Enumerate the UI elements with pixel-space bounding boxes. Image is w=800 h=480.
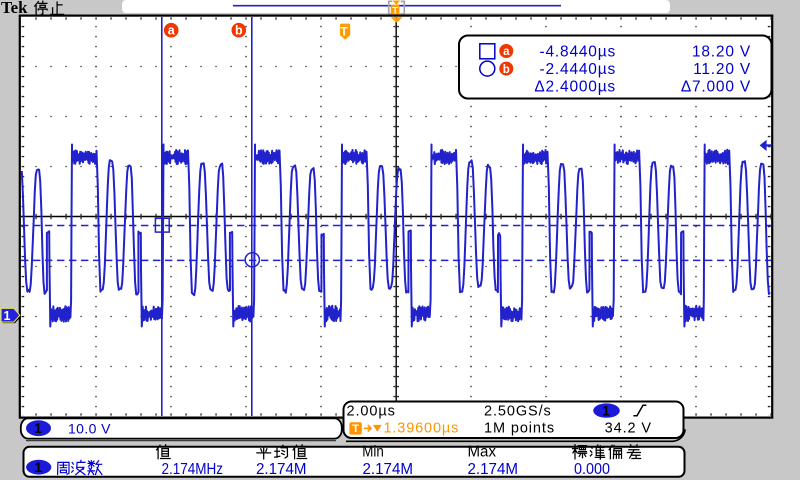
svg-text:1.39600µs: 1.39600µs bbox=[384, 421, 460, 437]
svg-text:2.174MHz: 2.174MHz bbox=[162, 461, 224, 478]
svg-text:11.20 V: 11.20 V bbox=[693, 61, 751, 78]
svg-text:b: b bbox=[235, 24, 243, 38]
svg-text:2.174M: 2.174M bbox=[468, 461, 519, 478]
svg-text:a: a bbox=[503, 46, 510, 58]
svg-text:34.2 V: 34.2 V bbox=[605, 421, 652, 437]
svg-text:1: 1 bbox=[34, 460, 42, 475]
svg-text:Max: Max bbox=[468, 444, 497, 461]
svg-text:2.174M: 2.174M bbox=[363, 461, 414, 478]
svg-text:T: T bbox=[352, 423, 359, 435]
svg-text:-4.8440µs: -4.8440µs bbox=[540, 43, 616, 60]
svg-text:1: 1 bbox=[4, 309, 11, 323]
svg-text:-2.4440µs: -2.4440µs bbox=[540, 61, 616, 78]
svg-text:2.50GS/s: 2.50GS/s bbox=[484, 403, 552, 419]
svg-text:1: 1 bbox=[602, 403, 610, 418]
svg-text:2.174M: 2.174M bbox=[256, 461, 307, 478]
svg-text:Min: Min bbox=[362, 444, 384, 461]
svg-text:T: T bbox=[340, 24, 348, 38]
svg-text:10.0 V: 10.0 V bbox=[68, 420, 111, 436]
svg-text:1: 1 bbox=[34, 421, 42, 436]
svg-text:0.000: 0.000 bbox=[574, 461, 610, 478]
svg-text:2.00µs: 2.00µs bbox=[347, 403, 396, 419]
svg-text:T: T bbox=[392, 6, 398, 17]
svg-text:Δ7.000 V: Δ7.000 V bbox=[681, 79, 751, 96]
svg-text:Tek: Tek bbox=[1, 0, 28, 17]
svg-text:1M points: 1M points bbox=[484, 421, 555, 437]
svg-text:18.20 V: 18.20 V bbox=[692, 43, 751, 60]
svg-text:a: a bbox=[168, 24, 176, 38]
svg-text:Δ2.4000µs: Δ2.4000µs bbox=[534, 79, 616, 96]
svg-text:b: b bbox=[503, 64, 510, 76]
